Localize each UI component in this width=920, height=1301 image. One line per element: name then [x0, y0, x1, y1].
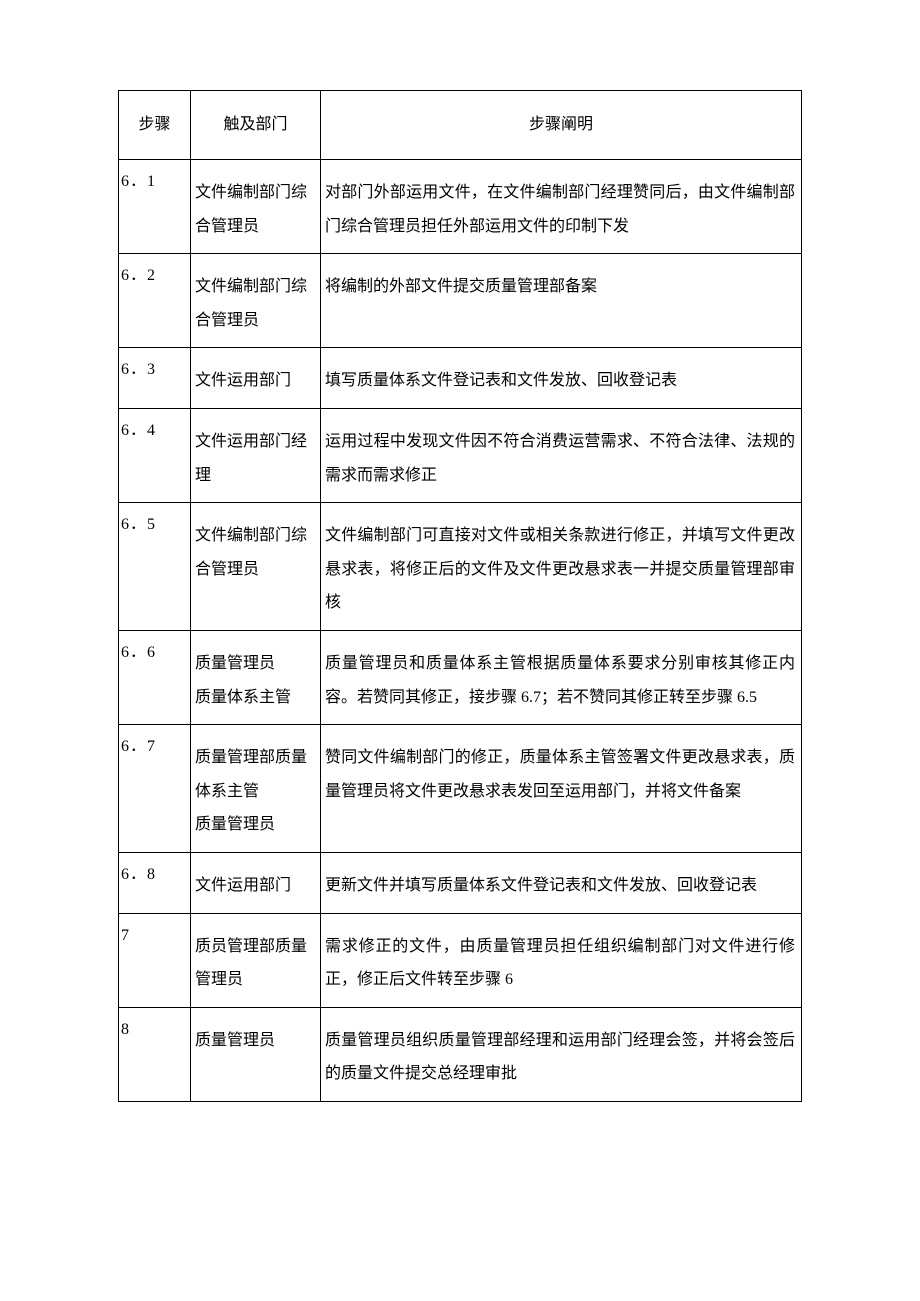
table-body: 6．1文件编制部门综合管理员对部门外部运用文件，在文件编制部门经理赞同后，由文件…: [119, 160, 802, 1102]
cell-step: 6．4: [119, 408, 191, 502]
cell-desc: 更新文件并填写质量体系文件登记表和文件发放、回收登记表: [321, 852, 802, 913]
cell-dept: 质员管理部质量管理员: [191, 913, 321, 1007]
table-header-row: 步骤 触及部门 步骤阐明: [119, 91, 802, 160]
cell-desc: 质量管理员组织质量管理部经理和运用部门经理会签，并将会签后的质量文件提交总经理审…: [321, 1007, 802, 1101]
table-row: 6．6质量管理员质量体系主管质量管理员和质量体系主管根据质量体系要求分别审核其修…: [119, 630, 802, 724]
table-row: 8质量管理员质量管理员组织质量管理部经理和运用部门经理会签，并将会签后的质量文件…: [119, 1007, 802, 1101]
table-row: 6．7质量管理部质量体系主管质量管理员赞同文件编制部门的修正，质量体系主管签署文…: [119, 725, 802, 853]
cell-dept: 质量管理员质量体系主管: [191, 630, 321, 724]
cell-desc: 文件编制部门可直接对文件或相关条款进行修正，并填写文件更改悬求表，将修正后的文件…: [321, 503, 802, 631]
cell-step: 8: [119, 1007, 191, 1101]
cell-dept: 文件运用部门: [191, 348, 321, 409]
cell-step: 7: [119, 913, 191, 1007]
cell-dept: 质量管理员: [191, 1007, 321, 1101]
cell-step: 6．1: [119, 160, 191, 254]
cell-desc: 赞同文件编制部门的修正，质量体系主管签署文件更改悬求表，质量管理员将文件更改悬求…: [321, 725, 802, 853]
cell-step: 6．3: [119, 348, 191, 409]
cell-step: 6．6: [119, 630, 191, 724]
table-row: 7质员管理部质量管理员需求修正的文件，由质量管理员担任组织编制部门对文件进行修正…: [119, 913, 802, 1007]
cell-step: 6．8: [119, 852, 191, 913]
cell-desc: 需求修正的文件，由质量管理员担任组织编制部门对文件进行修正，修正后文件转至步骤 …: [321, 913, 802, 1007]
table-row: 6．3文件运用部门填写质量体系文件登记表和文件发放、回收登记表: [119, 348, 802, 409]
table-row: 6．1文件编制部门综合管理员对部门外部运用文件，在文件编制部门经理赞同后，由文件…: [119, 160, 802, 254]
cell-step: 6．5: [119, 503, 191, 631]
cell-desc: 质量管理员和质量体系主管根据质量体系要求分别审核其修正内容。若赞同其修正，接步骤…: [321, 630, 802, 724]
col-header-desc: 步骤阐明: [321, 91, 802, 160]
cell-desc: 对部门外部运用文件，在文件编制部门经理赞同后，由文件编制部门综合管理员担任外部运…: [321, 160, 802, 254]
table-row: 6．4文件运用部门经理运用过程中发现文件因不符合消费运营需求、不符合法律、法规的…: [119, 408, 802, 502]
table-row: 6．8文件运用部门更新文件并填写质量体系文件登记表和文件发放、回收登记表: [119, 852, 802, 913]
procedure-table: 步骤 触及部门 步骤阐明 6．1文件编制部门综合管理员对部门外部运用文件，在文件…: [118, 90, 802, 1102]
cell-step: 6．2: [119, 254, 191, 348]
cell-dept: 文件编制部门综合管理员: [191, 160, 321, 254]
col-header-step: 步骤: [119, 91, 191, 160]
cell-dept: 文件运用部门经理: [191, 408, 321, 502]
cell-step: 6．7: [119, 725, 191, 853]
table-row: 6．5文件编制部门综合管理员文件编制部门可直接对文件或相关条款进行修正，并填写文…: [119, 503, 802, 631]
cell-dept: 质量管理部质量体系主管质量管理员: [191, 725, 321, 853]
cell-dept: 文件编制部门综合管理员: [191, 254, 321, 348]
table-row: 6．2文件编制部门综合管理员将编制的外部文件提交质量管理部备案: [119, 254, 802, 348]
cell-desc: 运用过程中发现文件因不符合消费运营需求、不符合法律、法规的需求而需求修正: [321, 408, 802, 502]
cell-desc: 将编制的外部文件提交质量管理部备案: [321, 254, 802, 348]
cell-dept: 文件编制部门综合管理员: [191, 503, 321, 631]
cell-dept: 文件运用部门: [191, 852, 321, 913]
col-header-dept: 触及部门: [191, 91, 321, 160]
cell-desc: 填写质量体系文件登记表和文件发放、回收登记表: [321, 348, 802, 409]
